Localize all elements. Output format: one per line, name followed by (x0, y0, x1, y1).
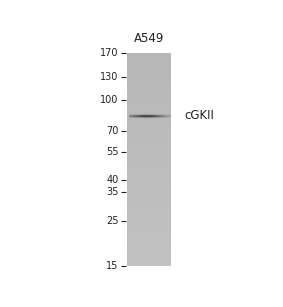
Text: 70: 70 (106, 126, 119, 136)
Text: 100: 100 (100, 95, 119, 105)
Text: 130: 130 (100, 72, 119, 82)
Text: 15: 15 (106, 261, 119, 271)
Text: 170: 170 (100, 49, 119, 58)
Text: 35: 35 (106, 187, 119, 197)
Text: 55: 55 (106, 147, 119, 157)
Text: 40: 40 (106, 175, 119, 185)
Text: cGKII: cGKII (185, 109, 215, 122)
Text: 25: 25 (106, 216, 119, 226)
Text: A549: A549 (134, 32, 165, 45)
